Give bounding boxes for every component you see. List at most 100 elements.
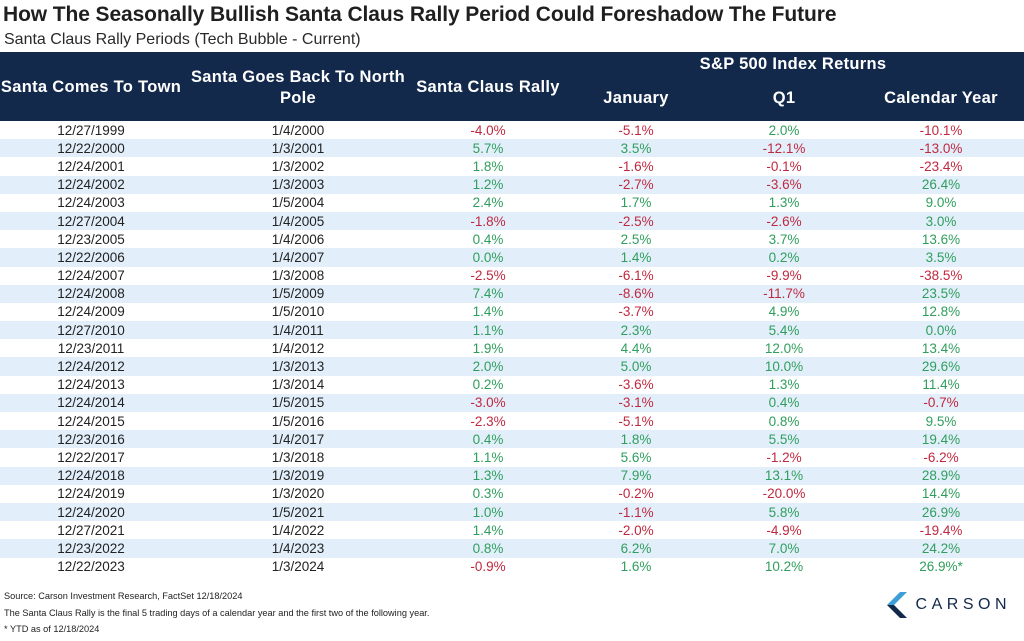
rally-return-cell: 0.0%	[414, 248, 562, 267]
january-return-cell: 1.8%	[562, 430, 710, 449]
q1-return-cell: 13.1%	[710, 466, 858, 485]
page-title: How The Seasonally Bullish Santa Claus R…	[3, 3, 837, 26]
table-row: 12/24/2001 1/3/2002 1.8% -1.6% -0.1% -23.4%	[0, 157, 1024, 176]
calendar-year-return-cell: 9.0%	[858, 193, 1024, 212]
santa-goes-cell: 1/3/2008	[182, 266, 414, 285]
rally-return-cell: 5.7%	[414, 139, 562, 158]
rally-return-cell: 1.9%	[414, 339, 562, 358]
footnote-source: Source: Carson Investment Research, Fact…	[4, 591, 243, 601]
january-return-cell: 3.5%	[562, 139, 710, 158]
santa-goes-cell: 1/3/2003	[182, 175, 414, 194]
santa-rally-table: Santa Comes To Town Santa Goes Back To N…	[0, 52, 1024, 576]
santa-comes-cell: 12/24/2019	[0, 484, 182, 503]
calendar-year-return-cell: 3.0%	[858, 211, 1024, 231]
santa-comes-cell: 12/24/2001	[0, 157, 182, 176]
santa-comes-cell: 12/24/2014	[0, 393, 182, 412]
table-row: 12/22/2023 1/3/2024 -0.9% 1.6% 10.2% 26.9%*	[0, 557, 1024, 576]
table-row: 12/22/2017 1/3/2018 1.1% 5.6% -1.2% -6.2%	[0, 448, 1024, 467]
rally-return-cell: 1.0%	[414, 502, 562, 522]
calendar-year-return-cell: 3.5%	[858, 248, 1024, 267]
santa-comes-cell: 12/24/2013	[0, 375, 182, 394]
q1-return-cell: 12.0%	[710, 339, 858, 358]
q1-return-cell: 5.8%	[710, 502, 858, 522]
january-return-cell: -3.7%	[562, 302, 710, 322]
calendar-year-return-cell: 24.2%	[858, 539, 1024, 558]
calendar-year-return-cell: -13.0%	[858, 139, 1024, 158]
table-row: 12/24/2019 1/3/2020 0.3% -0.2% -20.0% 14.4%	[0, 484, 1024, 503]
calendar-year-return-cell: 26.9%*	[858, 557, 1024, 576]
table-row: 12/24/2002 1/3/2003 1.2% -2.7% -3.6% 26.4%	[0, 175, 1024, 194]
santa-comes-cell: 12/27/2021	[0, 521, 182, 540]
table-row: 12/22/2000 1/3/2001 5.7% 3.5% -12.1% -13.0%	[0, 139, 1024, 158]
santa-goes-cell: 1/4/2022	[182, 521, 414, 540]
santa-comes-cell: 12/22/2000	[0, 139, 182, 158]
calendar-year-return-cell: -19.4%	[858, 521, 1024, 540]
table-row: 12/23/2022 1/4/2023 0.8% 6.2% 7.0% 24.2%	[0, 539, 1024, 558]
santa-comes-cell: 12/24/2018	[0, 466, 182, 485]
january-return-cell: 4.4%	[562, 339, 710, 358]
q1-return-cell: 5.4%	[710, 321, 858, 340]
january-return-cell: -6.1%	[562, 266, 710, 285]
q1-return-cell: -11.7%	[710, 284, 858, 303]
january-return-cell: -2.7%	[562, 175, 710, 194]
q1-return-cell: 0.4%	[710, 393, 858, 412]
santa-goes-cell: 1/5/2015	[182, 393, 414, 412]
santa-comes-cell: 12/24/2002	[0, 175, 182, 194]
santa-goes-cell: 1/3/2020	[182, 484, 414, 503]
santa-goes-cell: 1/3/2002	[182, 157, 414, 176]
q1-return-cell: -12.1%	[710, 139, 858, 158]
rally-return-cell: -2.5%	[414, 266, 562, 285]
calendar-year-return-cell: 29.6%	[858, 357, 1024, 376]
header-santa-comes-to-town: Santa Comes To Town	[0, 52, 182, 121]
calendar-year-return-cell: 11.4%	[858, 375, 1024, 394]
santa-goes-cell: 1/5/2021	[182, 502, 414, 522]
santa-goes-cell: 1/4/2011	[182, 321, 414, 340]
table-row: 12/24/2020 1/5/2021 1.0% -1.1% 5.8% 26.9%	[0, 502, 1024, 522]
calendar-year-return-cell: 26.4%	[858, 175, 1024, 194]
santa-goes-cell: 1/4/2005	[182, 211, 414, 231]
table-row: 12/23/2016 1/4/2017 0.4% 1.8% 5.5% 19.4%	[0, 430, 1024, 449]
header-sp500-group: S&P 500 Index Returns	[562, 52, 1024, 75]
rally-return-cell: -2.3%	[414, 412, 562, 431]
january-return-cell: 7.9%	[562, 466, 710, 485]
calendar-year-return-cell: -10.1%	[858, 121, 1024, 140]
header-q1: Q1	[710, 75, 858, 121]
january-return-cell: 1.7%	[562, 193, 710, 212]
santa-comes-cell: 12/22/2006	[0, 248, 182, 267]
q1-return-cell: -9.9%	[710, 266, 858, 285]
table-row: 12/23/2005 1/4/2006 0.4% 2.5% 3.7% 13.6%	[0, 230, 1024, 249]
january-return-cell: -5.1%	[562, 412, 710, 431]
santa-goes-cell: 1/3/2014	[182, 375, 414, 394]
santa-comes-cell: 12/23/2005	[0, 230, 182, 249]
table-row: 12/24/2008 1/5/2009 7.4% -8.6% -11.7% 23.5%	[0, 284, 1024, 303]
q1-return-cell: -3.6%	[710, 175, 858, 194]
january-return-cell: 2.3%	[562, 321, 710, 340]
table-row: 12/27/1999 1/4/2000 -4.0% -5.1% 2.0% -10.1%	[0, 121, 1024, 140]
santa-comes-cell: 12/22/2017	[0, 448, 182, 467]
santa-comes-cell: 12/24/2003	[0, 193, 182, 212]
rally-return-cell: 1.3%	[414, 466, 562, 485]
santa-goes-cell: 1/5/2016	[182, 412, 414, 431]
rally-return-cell: 1.8%	[414, 157, 562, 176]
header-santa-goes-back: Santa Goes Back To North Pole	[182, 52, 414, 121]
santa-goes-cell: 1/3/2024	[182, 557, 414, 576]
santa-goes-cell: 1/4/2012	[182, 339, 414, 358]
table-row: 12/27/2010 1/4/2011 1.1% 2.3% 5.4% 0.0%	[0, 321, 1024, 340]
santa-goes-cell: 1/3/2019	[182, 466, 414, 485]
carson-logo: CARSON	[886, 592, 1011, 618]
santa-goes-cell: 1/4/2006	[182, 230, 414, 249]
january-return-cell: 2.5%	[562, 230, 710, 249]
calendar-year-return-cell: 12.8%	[858, 302, 1024, 322]
calendar-year-return-cell: -0.7%	[858, 393, 1024, 412]
q1-return-cell: -1.2%	[710, 448, 858, 467]
calendar-year-return-cell: 23.5%	[858, 284, 1024, 303]
santa-goes-cell: 1/5/2010	[182, 302, 414, 322]
q1-return-cell: 1.3%	[710, 375, 858, 394]
table-row: 12/24/2018 1/3/2019 1.3% 7.9% 13.1% 28.9%	[0, 466, 1024, 485]
q1-return-cell: -2.6%	[710, 211, 858, 231]
january-return-cell: -2.5%	[562, 211, 710, 231]
santa-comes-cell: 12/23/2016	[0, 430, 182, 449]
rally-return-cell: 1.2%	[414, 175, 562, 194]
rally-return-cell: -0.9%	[414, 557, 562, 576]
q1-return-cell: -0.1%	[710, 157, 858, 176]
